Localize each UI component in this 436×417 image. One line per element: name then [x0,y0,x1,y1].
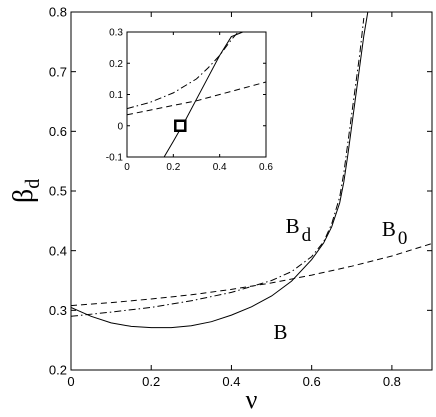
main-y-tick-label: 0.3 [49,303,67,318]
inset-x-tick-label: 0.4 [213,162,227,173]
main-x-tick-label: 0 [67,374,74,389]
inset-x-tick-label: 0.2 [166,162,180,173]
inset-y-tick-label: -0.1 [106,153,124,164]
inset-y-tick-label: 0.2 [109,59,123,70]
inset-x-tick-label: 0 [124,162,130,173]
inset-y-tick-label: 0 [117,121,123,132]
inset-plot-frame [126,31,267,158]
inset-series-dashed-line [127,81,266,116]
main-series-b-line [71,12,369,329]
curve-label-subscript: d [302,225,312,246]
main-x-tick-label: 0.6 [303,374,321,389]
curve-label-subscript: 0 [398,228,408,249]
inset-series-solid-line [163,32,243,157]
y-axis-label-subscript: d [22,179,44,189]
curve-label-b: B [274,320,288,344]
x-axis-label: ν [246,385,258,414]
main-y-tick-label: 0.2 [49,363,67,378]
main-x-tick-label: 0.4 [222,374,240,389]
main-y-tick-label: 0.8 [49,5,67,20]
inset-x-tick-label: 0.6 [259,162,273,173]
inset-y-tick-label: 0.3 [109,28,123,39]
inset-y-tick-label: 0.1 [109,90,123,101]
y-axis-label: βd [8,179,44,203]
inset-plot: 0 0.2 0.4 0.6-0.100.10.20.3 [106,28,274,173]
main-series-b-d-line [71,17,365,317]
inset-square-marker [174,119,187,132]
main-x-tick-label: 0.2 [142,374,160,389]
main-series-b-0-line [71,243,432,307]
main-y-tick-label: 0.4 [49,243,67,258]
main-y-tick-label: 0.5 [49,184,67,199]
main-y-tick-label: 0.7 [49,64,67,79]
main-y-tick-label: 0.6 [49,124,67,139]
main-x-tick-label: 0.8 [383,374,401,389]
